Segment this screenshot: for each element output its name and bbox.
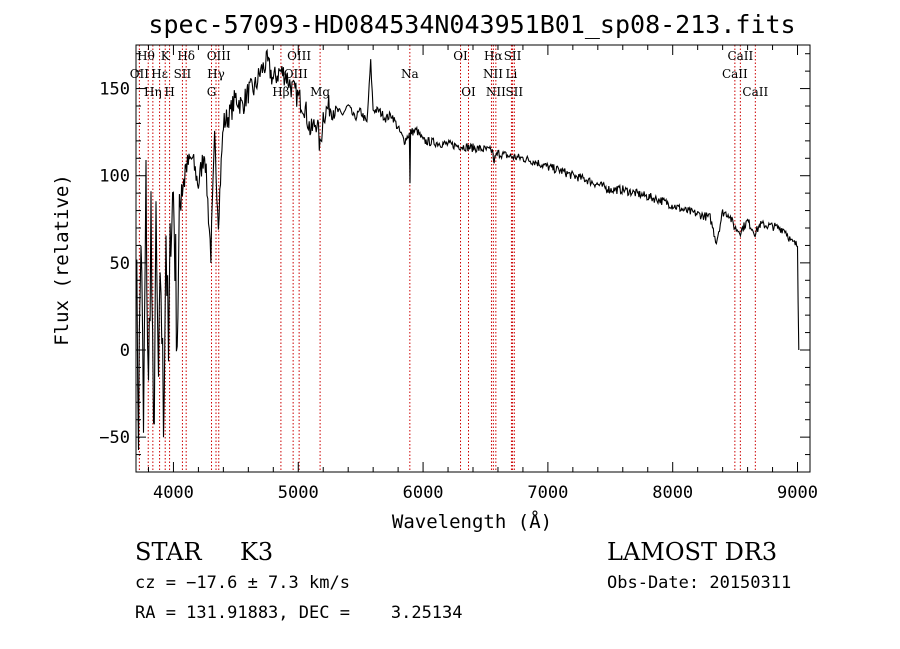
line-label-6: Hδ [177,49,195,63]
line-label-20: NII [483,67,503,81]
y-axis-ticks: −50 0 50 100 150 [99,53,810,456]
line-label-0: Hθ [137,49,155,63]
y-tick-label: 100 [99,167,130,187]
line-label-26: CaII [742,85,768,99]
plot-frame [135,44,811,473]
line-label-19: SII [504,49,522,63]
line-label-24: CaII [727,49,753,63]
line-label-9: Hγ [207,67,225,81]
x-tick-label: 4000 [153,483,194,503]
coordinates-readout: RA = 131.91883, DEC = 3.25134 [135,603,463,623]
obs-date: Obs-Date: 20150311 [607,573,792,593]
x-axis-label: Wavelength (Å) [392,510,552,533]
object-subclass: K3 [240,538,274,566]
line-label-16: OI [453,49,468,63]
x-axis-ticks: 4000 5000 6000 7000 8000 9000 [147,45,818,503]
line-label-21: Li [506,67,518,81]
line-label-25: CaII [722,67,748,81]
survey-name: LAMOST DR3 [607,538,778,566]
line-label-13: OIII [284,67,308,81]
line-label-2: Hη [144,85,162,99]
line-label-22: NII [486,85,506,99]
flux-series-line [135,48,800,451]
line-label-23: SII [505,85,523,99]
line-label-8: OIII [207,49,231,63]
chart-title: spec-57093-HD084534N043951B01_sp08-213.f… [148,10,795,39]
y-tick-label: −50 [99,428,130,448]
line-label-15: Na [401,67,419,81]
emission-line-markers [138,45,756,472]
y-tick-label: 0 [120,341,130,361]
line-label-12: OIII [287,49,311,63]
x-tick-label: 6000 [403,483,444,503]
line-label-1: OII [130,67,150,81]
line-label-7: SII [174,67,192,81]
line-label-4: Hε [151,67,168,81]
line-label-10: G [207,85,217,99]
line-label-3: K [161,49,171,63]
line-label-11: Hβ [272,85,289,99]
x-tick-label: 7000 [527,483,568,503]
y-axis-label: Flux (relative) [51,174,73,346]
line-label-5: H [164,85,174,99]
y-tick-label: 150 [99,80,130,100]
y-tick-label: 50 [110,254,130,274]
line-label-18: Hα [484,49,503,63]
line-label-14: Mg [310,85,330,99]
x-tick-label: 9000 [777,483,818,503]
object-class: STAR [135,538,202,566]
redshift-readout: cz = −17.6 ± 7.3 km/s [135,573,350,593]
x-tick-label: 5000 [278,483,319,503]
x-tick-label: 8000 [652,483,693,503]
line-label-17: OI [461,85,476,99]
